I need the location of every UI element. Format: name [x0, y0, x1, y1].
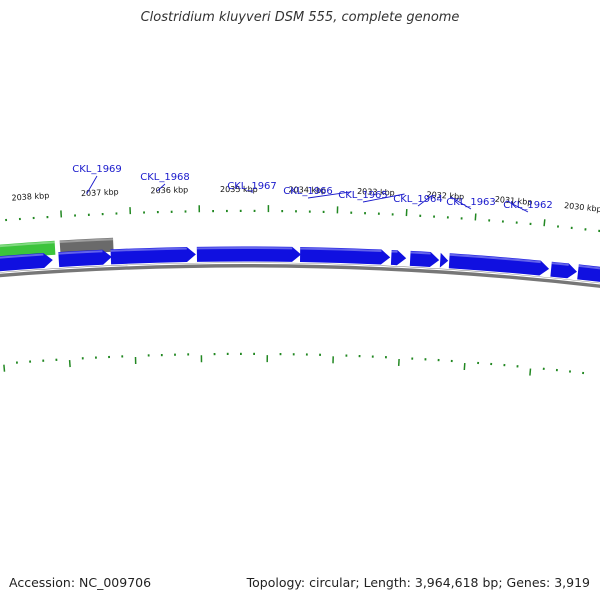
leader-line: [450, 196, 472, 210]
forward-gene: [196, 246, 302, 262]
forward-gene-shine: [300, 247, 382, 252]
outer-tick: [474, 213, 477, 221]
kbp-label: 2035 kbp: [220, 185, 258, 194]
kbp-label: 2031 kbp: [494, 195, 532, 207]
kbp-label: 2032 kbp: [426, 190, 464, 201]
forward-gene: [550, 261, 577, 279]
inner-tick: [463, 363, 466, 371]
leader-line: [86, 175, 98, 195]
forward-gene: [577, 264, 600, 282]
forward-gene-shine: [58, 250, 103, 255]
kbp-label: 2030 kbp: [564, 201, 600, 214]
forward-gene: [448, 253, 550, 276]
forward-gene-shine: [578, 264, 600, 270]
forward-gene-shine: [410, 251, 431, 255]
gene-label-ckl-1962: CKL_1962: [503, 200, 553, 211]
gene-label-ckl-1969: CKL_1969: [72, 164, 122, 175]
forward-gene: [409, 250, 440, 267]
gene-label-ckl-1967: CKL_1967: [227, 181, 277, 192]
gene-label-ckl-1963: CKL_1963: [446, 197, 496, 208]
inner-tick: [3, 364, 6, 372]
gene-label-ckl-1966: CKL_1966: [283, 186, 333, 197]
forward-gene-shine: [110, 247, 187, 252]
forward-gene: [0, 253, 53, 272]
gene-label-ckl-1965: CKL_1965: [338, 190, 388, 201]
leader-line: [307, 191, 352, 199]
genome-summary-text: Topology: circular; Length: 3,964,618 bp…: [246, 575, 590, 590]
kbp-label: 2034 kbp: [288, 185, 326, 195]
leader-line: [417, 195, 433, 207]
forward-gene: [58, 249, 112, 268]
kbp-label: 2033 kbp: [357, 187, 395, 198]
gene-label-ckl-1968: CKL_1968: [140, 172, 190, 183]
kbp-label: 2038 kbp: [11, 191, 49, 203]
leader-line: [362, 193, 405, 203]
outer-tick: [543, 219, 546, 227]
forward-gene-shine: [449, 253, 541, 264]
forward-gene-shine: [0, 253, 44, 259]
leader-line: [506, 200, 529, 213]
forward-gene: [439, 252, 449, 268]
pseudo-gene-shine: [59, 238, 114, 243]
gene-label-ckl-1964: CKL_1964: [393, 194, 443, 205]
leader-line: [156, 183, 166, 192]
rna-gene-shine: [0, 241, 55, 248]
backbone-highlight: [0, 262, 600, 285]
inner-tick: [529, 368, 532, 376]
genome-backbone: [0, 262, 600, 289]
map-title: Clostridium kluyveri DSM 555, complete g…: [140, 10, 460, 25]
forward-gene-shine: [551, 262, 569, 266]
inner-tick: [68, 360, 71, 368]
kbp-label: 2036 kbp: [150, 185, 188, 195]
kbp-label: 2037 kbp: [81, 187, 119, 198]
forward-gene: [300, 247, 391, 265]
accession-text: Accession: NC_009706: [9, 575, 152, 590]
forward-gene: [110, 247, 196, 265]
forward-gene: [390, 250, 407, 266]
